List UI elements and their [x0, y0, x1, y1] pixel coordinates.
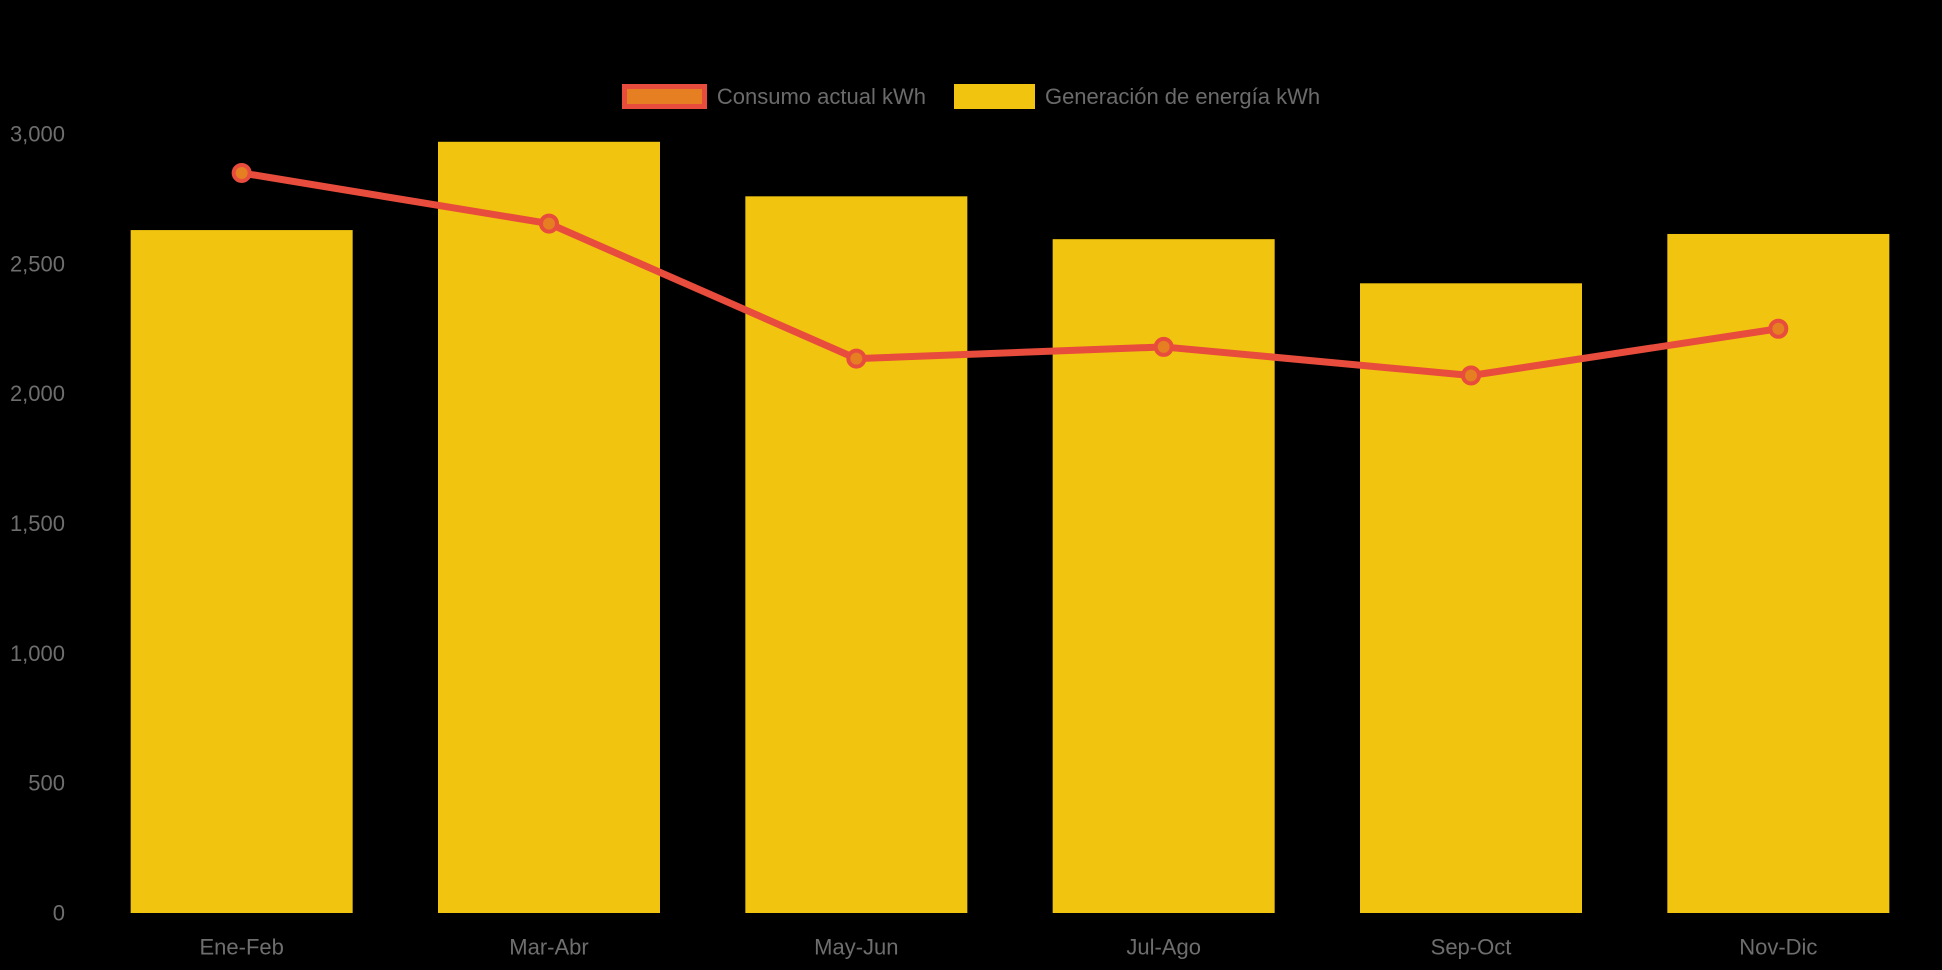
y-axis-tick-label: 3,000 — [10, 122, 65, 147]
line-point-consumo — [1461, 365, 1481, 386]
line-point-consumo — [1768, 318, 1789, 339]
y-axis-tick-label: 500 — [28, 771, 65, 796]
x-axis-label: Ene-Feb — [199, 935, 283, 960]
x-axis-label: May-Jun — [814, 935, 898, 960]
legend-label-consumo: Consumo actual kWh — [716, 84, 926, 109]
y-axis-tick-label: 2,000 — [10, 381, 65, 406]
legend-label-generacion: Generación de energía kWh — [1044, 84, 1321, 109]
legend-item-consumo[interactable]: Consumo actual kWh — [621, 84, 926, 109]
legend-item-generacion[interactable]: Generación de energía kWh — [953, 84, 1321, 109]
legend-swatch-consumo — [621, 84, 707, 109]
bar-generacion — [130, 230, 353, 913]
y-axis-tick-label: 1,000 — [10, 641, 65, 666]
line-consumo — [238, 169, 1782, 379]
y-axis-tick-label: 0 — [53, 901, 65, 926]
legend-swatch-generacion — [953, 84, 1035, 109]
bar-generacion — [1667, 233, 1890, 913]
bar-generacion — [438, 141, 660, 914]
line-point-consumo — [1153, 336, 1174, 357]
bar-generacion — [745, 196, 968, 913]
x-axis-label: Sep-Oct — [1431, 935, 1512, 960]
x-axis-label: Mar-Abr — [509, 935, 588, 960]
y-axis-tick-label: 1,500 — [10, 511, 65, 536]
legend: Consumo actual kWh Generación de energía… — [0, 84, 1942, 109]
line-point-consumo — [539, 213, 559, 234]
bar-generacion — [1360, 283, 1582, 913]
line-point-consumo — [846, 348, 867, 369]
y-axis-tick-label: 2,500 — [10, 251, 65, 276]
x-axis-label: Nov-Dic — [1739, 935, 1817, 960]
x-axis-label: Jul-Ago — [1126, 935, 1201, 960]
line-point-consumo — [231, 162, 252, 183]
